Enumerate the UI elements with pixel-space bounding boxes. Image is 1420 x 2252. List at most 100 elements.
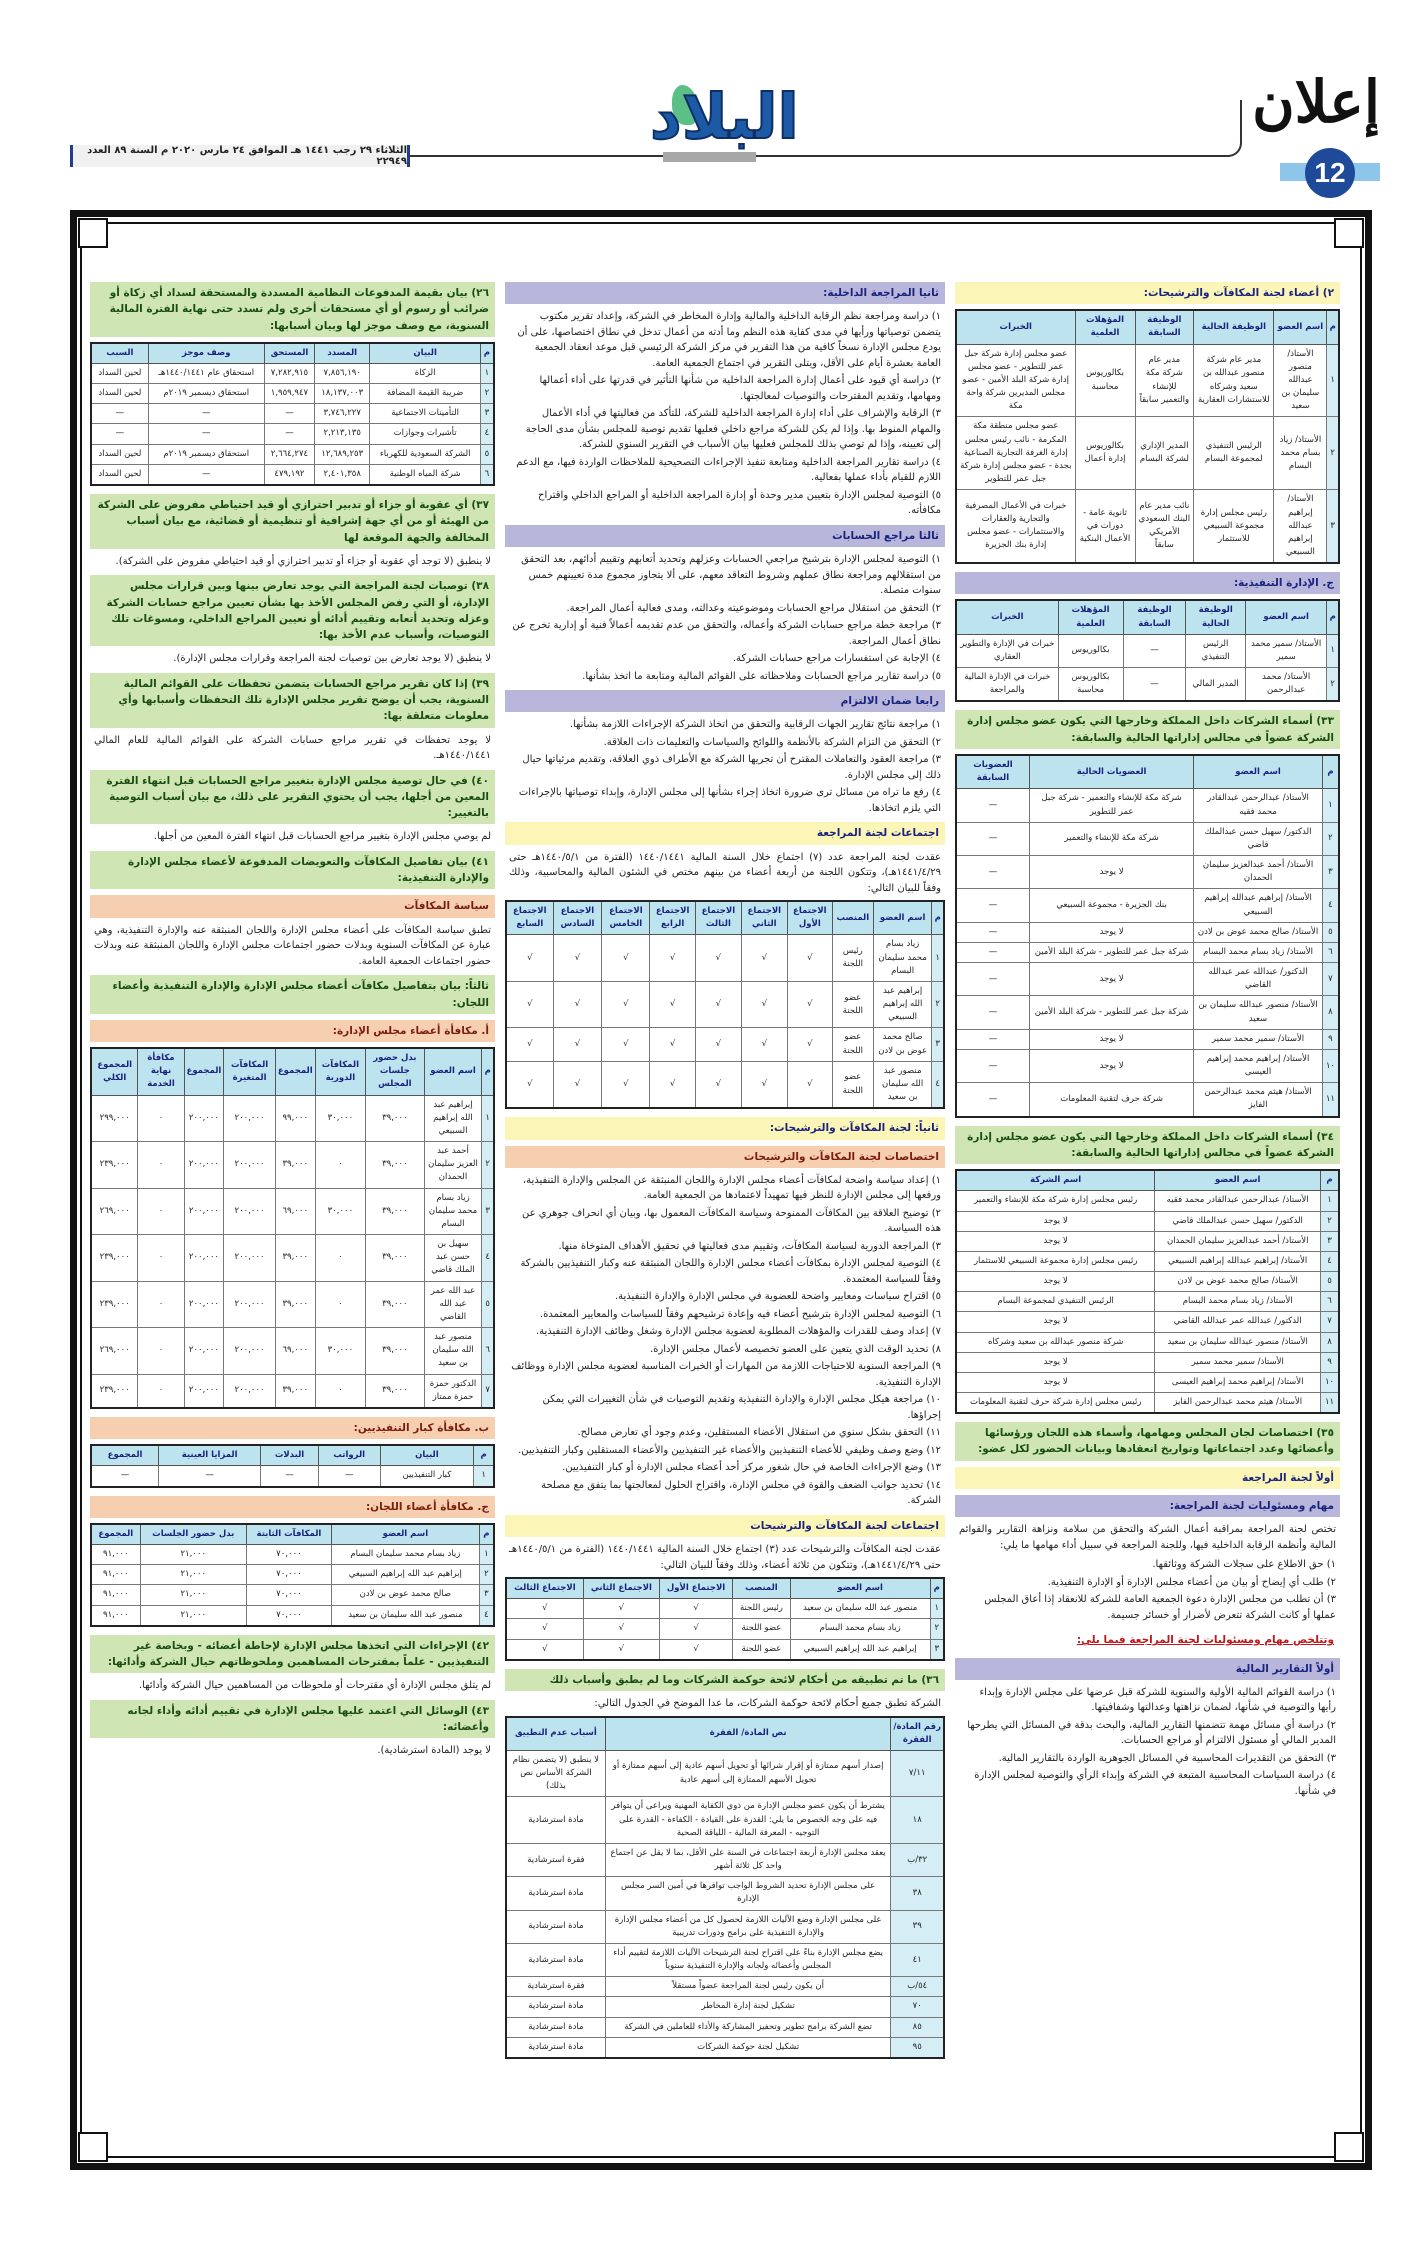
ad-frame <box>70 210 1372 2170</box>
section-heading: ٣٣) أسماء الشركات داخل المملكة وخارجها ا… <box>955 710 1340 750</box>
table-cell: رئيس مجلس إدارة شركة حرف لتقنية المعلوما… <box>955 1392 1156 1414</box>
table-cell: √ <box>505 1618 584 1640</box>
table-cell: ٢٣٩,٠٠٠ <box>90 1280 139 1329</box>
table-cell: الأستاذ/ أحمد عبدالعزيز سليمان الحمدان <box>1193 855 1323 890</box>
table-cell: الرئيس التنفيذي <box>1185 633 1246 669</box>
column-header: م <box>478 1523 495 1546</box>
list-item: ٣) أن تطلب من مجلس الإدارة دعوة الجمعية … <box>984 1594 1336 1621</box>
section-heading: ٤٠) في حال توصية مجلس الإدارة بتغيير مرا… <box>90 769 495 825</box>
table-header-row: م البيان المسدد المستحق وصف موجز السبب <box>90 342 495 364</box>
table-cell: — <box>158 1465 262 1488</box>
column-header: المكافآت الثابتة <box>245 1523 332 1546</box>
table-cell: ٣٩,٠٠٠ <box>365 1280 425 1329</box>
table-row: ٣ صالح محمد عوض بن لادن ٧٠,٠٠٠ ٢١,٠٠٠ ٩١,٠٠٠ <box>90 1584 495 1606</box>
table-cell: ١١ <box>1320 1392 1340 1414</box>
table-row: ٨ الأستاذ/ منصور عبدالله سليمان بن سعيد شر… <box>955 1331 1340 1353</box>
list-item: ١٤) تحديد جوانب الضعف والقوة في مجلس الإ… <box>541 1479 941 1507</box>
table-header-row: م اسم العضو الوظيفة الحالية الوظيفة السابقة… <box>955 599 1340 635</box>
table-cell: ٩١,٠٠٠ <box>90 1604 141 1627</box>
table-cell: ٢٦٩,٠٠٠ <box>90 1187 139 1236</box>
column-header: المجموع <box>90 1523 141 1546</box>
table-cell: لا يوجد <box>1028 855 1195 890</box>
table-row: ٢ أحمد عبد العزيز سليمان الحمدان ٣٩,٠٠٠ ٠ ٣٩… <box>90 1141 495 1189</box>
table-row: ٣ التأمينات الاجتماعية ٣,٧٤٦,٢٢٧— — — <box>90 403 495 425</box>
table-cell: مادة استرشادية <box>505 1909 606 1944</box>
table-cell: ٢ <box>1326 416 1340 491</box>
table-cell: زياد بسام محمد سليمان البسام <box>872 934 933 982</box>
table-cell: الأستاذ/ إبراهيم محمد إبراهيم العيسى <box>1154 1371 1322 1394</box>
table-cell: مادة استرشادية <box>505 1796 606 1844</box>
column-header: اسم العضو <box>423 1047 483 1096</box>
table-cell: لحين السداد <box>90 463 149 486</box>
table-cell: رئيس اللجنة <box>732 1598 791 1620</box>
table-cell: سهيل بن حسن عبد الملك قاضي <box>423 1234 483 1282</box>
table-cell: بكالوريوس محاسبة <box>1057 667 1124 702</box>
table-cell: رئيس مجلس إدارة مجموعة السبيعي للاستثمار <box>1193 489 1275 564</box>
table-cell: ٥ <box>479 443 495 465</box>
table-cell: الدكتور حمزة حمزة ممتاز <box>423 1373 483 1409</box>
table-cell: ٦ <box>1321 941 1340 964</box>
list-item: ٤) دراسة تقارير المراجعة الداخلية ومتابع… <box>516 456 941 484</box>
table-cell: فقرة استرشادية <box>505 1842 606 1878</box>
table-cell: التأمينات الاجتماعية <box>369 403 481 425</box>
table-cell: إصدار أسهم ممتازة أو إقرار شرائها أو تحو… <box>604 1749 892 1798</box>
data-table: م البيان المسدد المستحق وصف موجز السبب ١ الزكاة… <box>90 341 495 486</box>
table-cell: √ <box>786 980 833 1029</box>
table-cell: شركة جبل عمر للتطوير - شركة البلد الأمين <box>1028 941 1195 964</box>
list-item: ٤) دراسة السياسات المحاسبية المتبعة في ا… <box>974 1770 1336 1797</box>
table-cell: ٢٠٠,٠٠٠ <box>223 1234 276 1282</box>
table-cell: ٦٩,٠٠٠ <box>274 1187 316 1236</box>
table-row: ٩٥ تشكيل لجنة حوكمة الشركات مادة استرشادية <box>505 2036 945 2059</box>
data-table: م اسم العضو المكافآت الثابتة بدل حضور الجلس… <box>90 1522 495 1627</box>
list-item: ٤) الإجابة عن استفسارات مراجع حسابات الش… <box>732 653 941 665</box>
table-cell: √ <box>658 1598 734 1620</box>
table-cell: ٢,٦٦٤,٢٧٤ <box>263 443 316 465</box>
table-cell: ٢٦٩,٠٠٠ <box>90 1327 139 1375</box>
column-header: المجموع <box>183 1047 225 1096</box>
table-cell: — <box>955 1048 1030 1084</box>
column-header: اسم العضو <box>1193 754 1323 790</box>
table-cell: منصور عبد الله سليمان بن سعيد <box>330 1604 480 1627</box>
table-cell: خبرات في الأعمال المصرفية والتجارية والع… <box>955 489 1076 564</box>
table-cell: ٩ <box>1321 1028 1340 1050</box>
table-cell: ٤ <box>481 1234 495 1282</box>
table-cell: الدكتور/ عبدالله عمر عبدالله القاضي <box>1154 1311 1322 1333</box>
table-cell: عضو اللجنة <box>831 1060 874 1109</box>
table-cell: ٠ <box>137 1094 185 1143</box>
table-cell: — <box>955 788 1030 823</box>
list-item: ١٠) مراجعة هيكل مجلس الإدارة والإدارة ال… <box>542 1394 941 1421</box>
column-header: اسم العضو <box>330 1523 480 1546</box>
column-header: المجموع <box>90 1444 160 1467</box>
table-cell: عضو اللجنة <box>732 1618 791 1640</box>
table-cell: ٣ <box>1321 855 1340 890</box>
section-title: إعلان <box>1252 68 1382 136</box>
table-cell: ٩٥ <box>890 2036 945 2059</box>
table-cell: ٢١,٠٠٠ <box>139 1604 247 1627</box>
table-row: ٨ الأستاذ/ منصور عبدالله سليمان بن سعيد شر… <box>955 995 1340 1030</box>
table-cell: إبراهيم عبد الله إبراهيم السبيعي <box>330 1564 480 1586</box>
table-cell: ٣٩,٠٠٠ <box>274 1373 316 1409</box>
table-header-row: م اسم العضو المنصب الاجتماع الأول الاجتماع ا… <box>505 1577 945 1600</box>
table-cell: ٣٩,٠٠٠ <box>274 1141 316 1189</box>
table-cell: شركة المياه الوطنية <box>369 463 481 486</box>
table-cell: ٧٠ <box>890 1996 945 2018</box>
table-cell: ٣ <box>931 1027 945 1062</box>
table-cell: لا يوجد <box>955 1271 1156 1293</box>
table-cell: الأستاذ/ هيثم محمد عبدالرحمن الفايز <box>1154 1392 1322 1414</box>
table-row: ٨٥ تضع الشركة برامج تطوير وتحفيز المشاركة… <box>505 2016 945 2038</box>
table-cell: زياد بسام محمد سليمان البسام <box>423 1187 483 1236</box>
column-header: الخبرات <box>955 599 1059 635</box>
paragraph: تطبق سياسة المكافآت على أعضاء مجلس الإدا… <box>94 924 491 967</box>
table-cell: الأستاذ/ أحمد عبدالعزيز سليمان الحمدان <box>1154 1230 1322 1252</box>
table-cell: ٠ <box>137 1234 185 1282</box>
table-cell: شركة منصور عبدالله بن سعيد وشركاه <box>955 1331 1156 1353</box>
column-header: الاجتماع الثاني <box>740 900 788 936</box>
list-item: ١) التوصية لمجلس الإدارة بترشيح مراجعي ا… <box>521 554 941 597</box>
table-header-row: م اسم العضو اسم الشركة <box>955 1169 1340 1192</box>
header-rule-curve <box>1224 100 1242 157</box>
table-row: ١ الزكاة ٧,٨٥٦,١٩٠ ٧,٢٨٢,٩١٥ استحقاق عام ١٤٤… <box>90 362 495 385</box>
table-row: ٣ زياد بسام محمد سليمان البسام ٣٩,٠٠٠ ٣٠,٠٠… <box>90 1187 495 1236</box>
column-header: اسم الشركة <box>955 1169 1156 1192</box>
column-header: السبب <box>90 342 149 364</box>
table-cell: ٢٠٠,٠٠٠ <box>183 1094 225 1143</box>
